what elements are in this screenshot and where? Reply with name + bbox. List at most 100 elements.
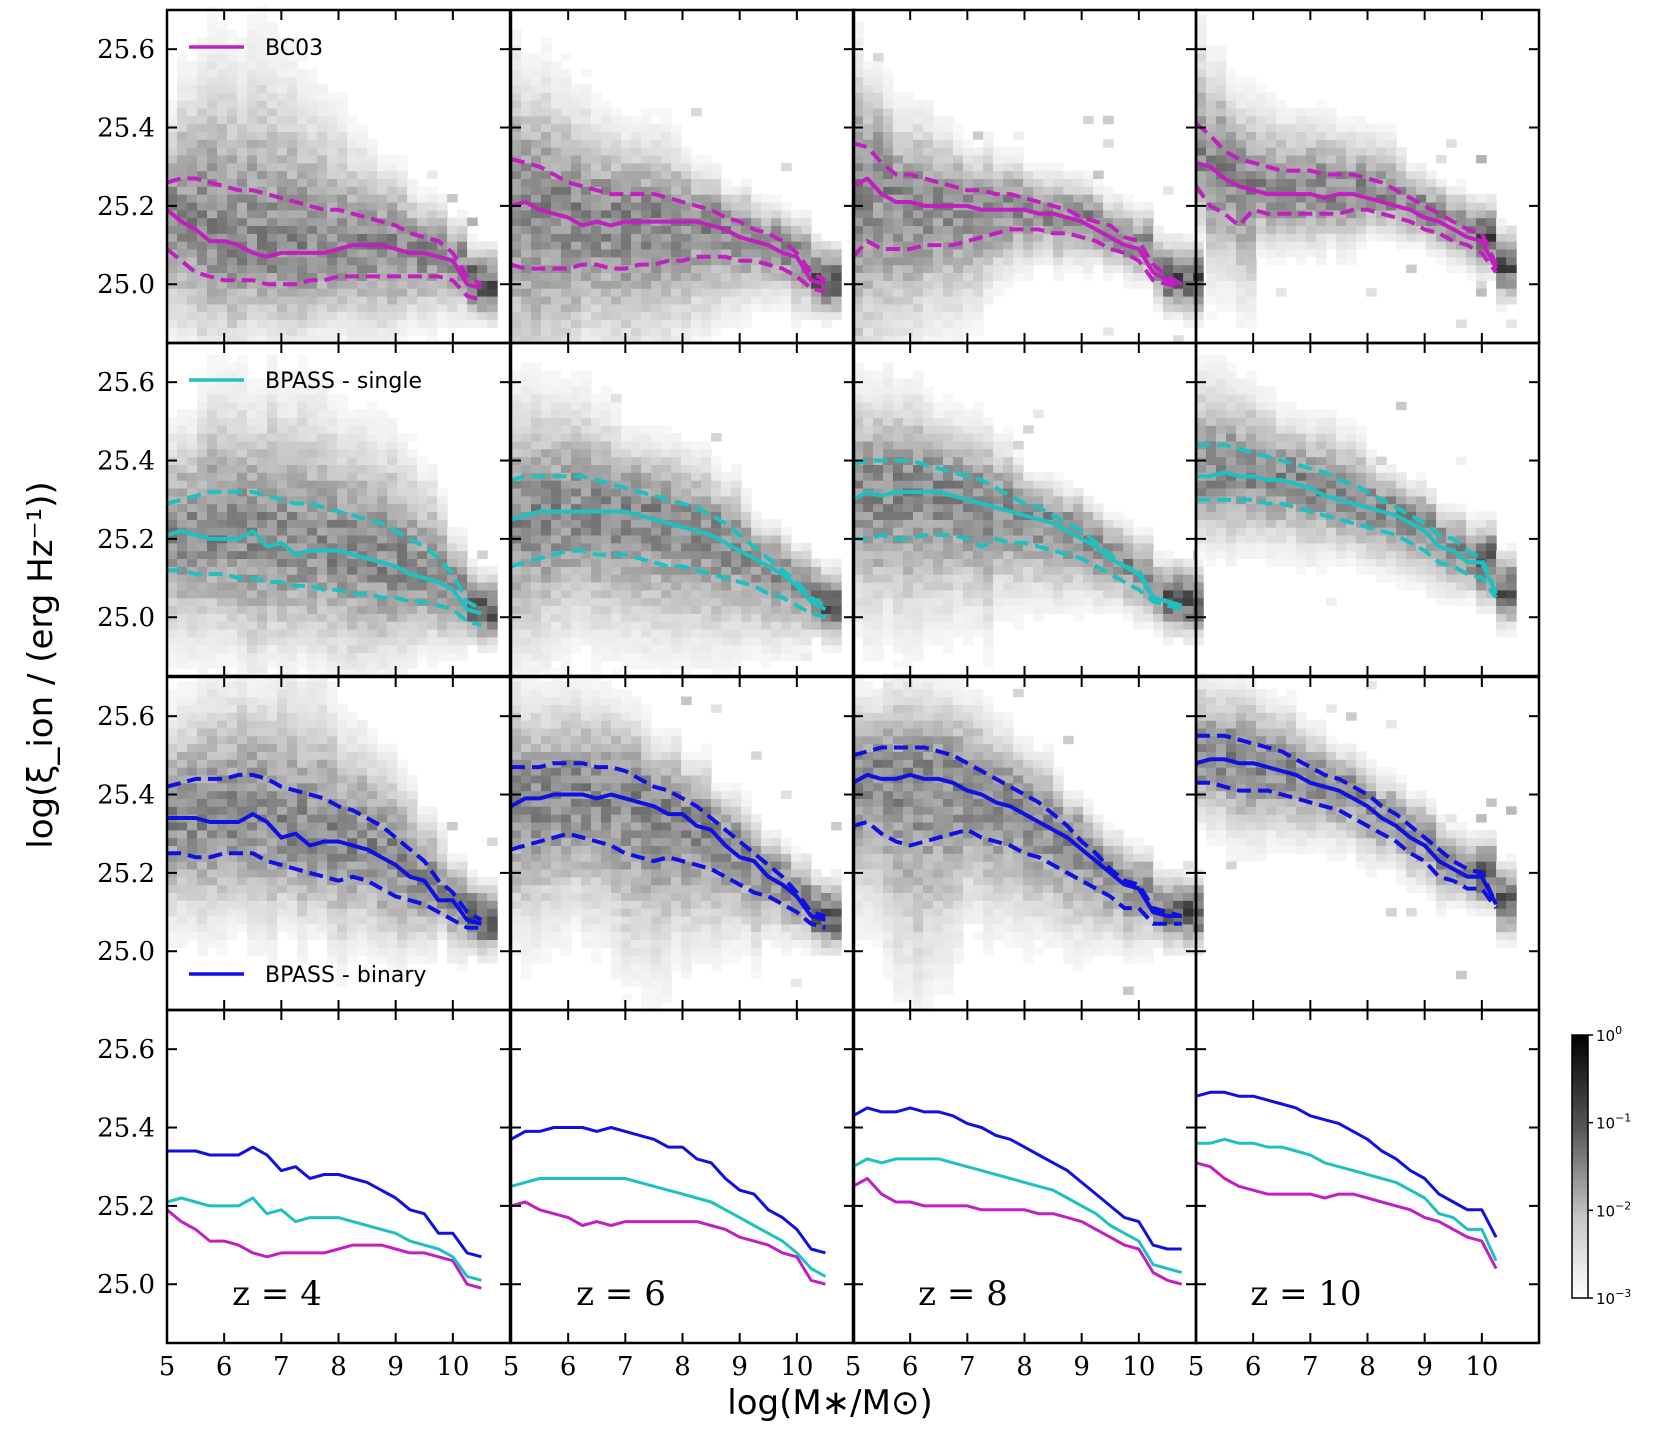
histogram-bin — [327, 209, 338, 219]
histogram-bin — [267, 480, 278, 489]
histogram-bin — [1206, 272, 1217, 281]
histogram-bin — [701, 296, 712, 305]
histogram-bin — [1196, 131, 1207, 140]
histogram-bin — [367, 629, 378, 638]
histogram-bin — [1286, 194, 1297, 203]
histogram-bin — [457, 233, 468, 242]
histogram-bin — [801, 209, 812, 219]
histogram-bin — [751, 519, 762, 528]
histogram-bin — [407, 605, 418, 614]
histogram-bin — [247, 155, 258, 164]
histogram-bin — [913, 178, 924, 187]
histogram-bin — [953, 272, 964, 281]
histogram-bin — [387, 464, 398, 473]
histogram-bin — [197, 327, 208, 336]
histogram-bin — [337, 233, 348, 242]
histogram-bin — [883, 233, 894, 242]
histogram-bin — [561, 511, 572, 520]
histogram-bin — [853, 256, 864, 266]
histogram-bin — [397, 558, 408, 567]
histogram-bin — [751, 613, 762, 622]
histogram-bin — [681, 503, 692, 512]
histogram-bin — [477, 280, 488, 289]
histogram-bin — [983, 178, 994, 187]
histogram-bin — [701, 303, 712, 313]
histogram-bin — [217, 378, 228, 387]
histogram-bin — [187, 629, 198, 638]
histogram-bin — [187, 296, 198, 305]
histogram-bin — [631, 456, 642, 465]
histogram-bin — [511, 409, 522, 418]
histogram-bin — [437, 233, 448, 242]
histogram-bin — [477, 605, 488, 614]
histogram-bin — [601, 170, 612, 179]
histogram-bin — [561, 303, 572, 313]
histogram-bin — [367, 280, 378, 289]
histogram-bin — [923, 217, 934, 226]
histogram-bin — [277, 84, 288, 93]
histogram-bin — [711, 170, 722, 179]
histogram-bin — [357, 264, 368, 273]
histogram-bin — [631, 131, 642, 140]
histogram-bin — [853, 225, 864, 234]
histogram-bin — [1506, 233, 1517, 242]
histogram-bin — [601, 311, 612, 321]
histogram-bin — [347, 668, 358, 677]
histogram-bin — [277, 209, 288, 219]
histogram-bin — [1043, 170, 1054, 179]
histogram-bin — [427, 597, 438, 606]
histogram-bin — [631, 311, 642, 321]
histogram-bin — [217, 272, 228, 281]
histogram-bin — [457, 542, 468, 552]
histogram-bin — [1396, 186, 1407, 195]
histogram-bin — [407, 233, 418, 242]
histogram-bin — [347, 256, 358, 266]
histogram-bin — [701, 574, 712, 583]
histogram-bin — [943, 249, 954, 258]
histogram-bin — [521, 155, 532, 164]
histogram-bin — [347, 519, 358, 528]
histogram-bin — [721, 480, 732, 489]
histogram-bin — [397, 464, 408, 473]
histogram-bin — [1346, 225, 1357, 234]
histogram-bin — [217, 303, 228, 313]
histogram-bin — [691, 597, 702, 606]
histogram-bin — [1183, 264, 1194, 273]
histogram-bin — [571, 519, 582, 528]
histogram-bin — [317, 597, 328, 606]
histogram-bin — [1266, 131, 1277, 140]
histogram-bin — [691, 542, 702, 552]
histogram-bin — [407, 225, 418, 234]
histogram-bin — [621, 519, 632, 528]
histogram-bin — [983, 147, 994, 156]
histogram-bin — [317, 425, 328, 434]
histogram-bin — [1216, 162, 1227, 172]
histogram-bin — [1386, 147, 1397, 156]
histogram-bin — [377, 162, 388, 172]
histogram-bin — [247, 636, 258, 646]
histogram-bin — [1436, 155, 1447, 164]
histogram-bin — [167, 288, 178, 297]
histogram-bin — [883, 264, 894, 273]
histogram-bin — [611, 503, 622, 512]
histogram-bin — [417, 225, 428, 234]
histogram-bin — [621, 511, 632, 520]
histogram-bin — [701, 178, 712, 187]
histogram-bin — [923, 131, 934, 140]
histogram-bin — [187, 519, 198, 528]
histogram-bin — [187, 425, 198, 434]
histogram-bin — [711, 272, 722, 281]
histogram-bin — [327, 264, 338, 273]
histogram-bin — [407, 621, 418, 630]
histogram-bin — [631, 613, 642, 622]
histogram-bin — [511, 311, 522, 321]
histogram-bin — [317, 311, 328, 321]
histogram-bin — [541, 107, 552, 117]
histogram-bin — [287, 589, 298, 599]
histogram-bin — [983, 233, 994, 242]
histogram-bin — [681, 495, 692, 505]
histogram-bin — [913, 100, 924, 109]
histogram-bin — [347, 131, 358, 140]
histogram-bin — [287, 139, 298, 148]
histogram-bin — [581, 511, 592, 520]
